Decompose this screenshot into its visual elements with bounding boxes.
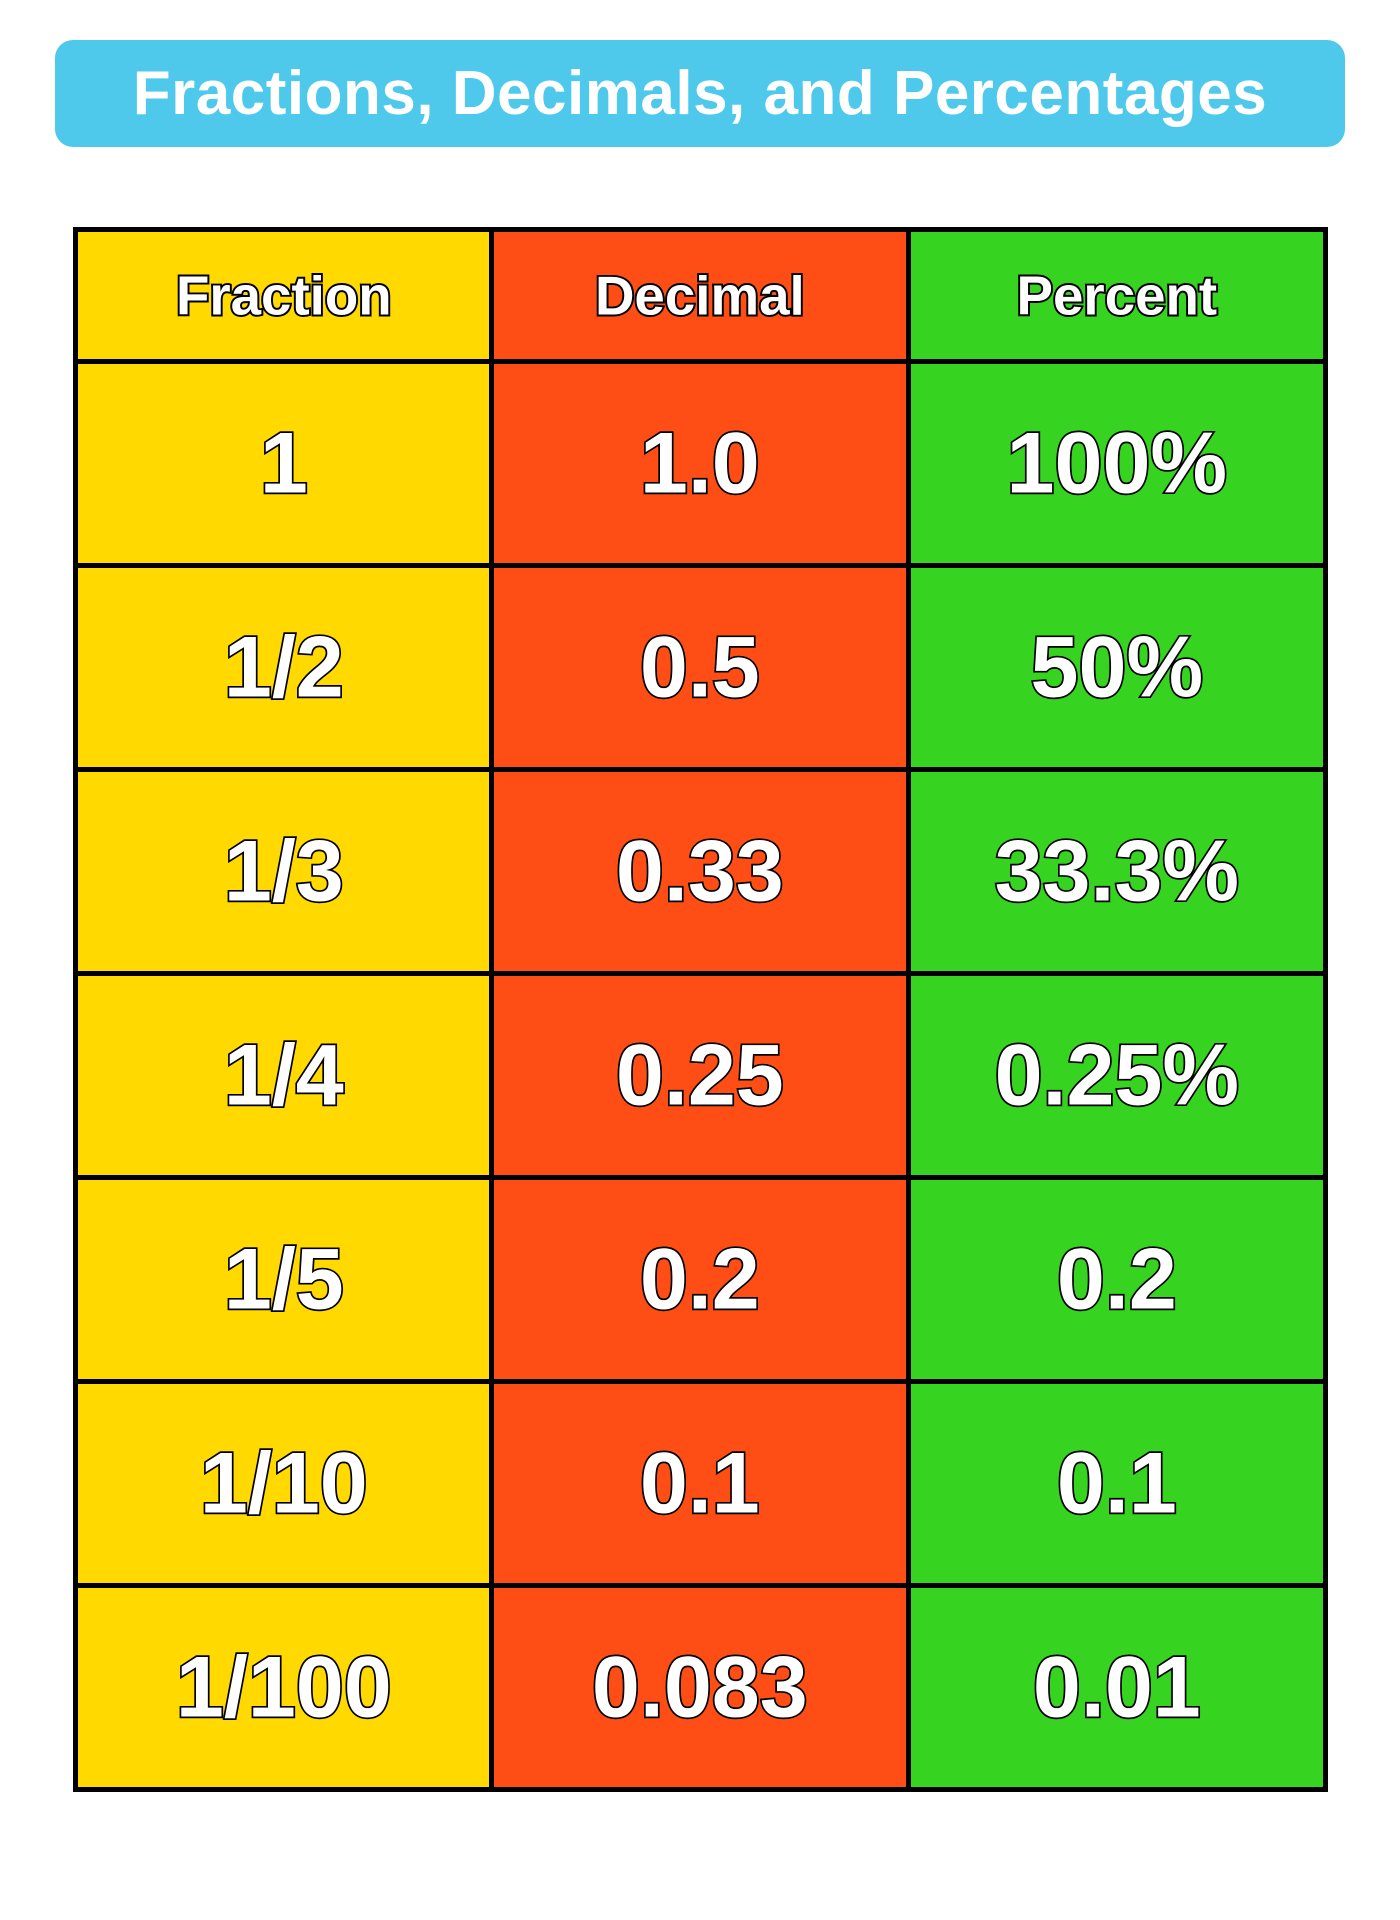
cell-decimal: 0.2 [492,1178,909,1382]
cell-percent: 0.2 [908,1178,1325,1382]
conversion-table-wrap: Fraction Decimal Percent 1 1.0 100% 1/2 0.5 5… [73,227,1328,1792]
cell-fraction-text: 1/5 [223,1232,343,1328]
header-decimal-text: Decimal [595,265,805,327]
header-percent: Percent [908,230,1325,362]
cell-decimal: 0.083 [492,1586,909,1790]
cell-decimal: 0.33 [492,770,909,974]
cell-percent-text: 0.2 [1057,1232,1177,1328]
cell-decimal: 0.1 [492,1382,909,1586]
cell-decimal-text: 0.1 [640,1436,760,1532]
table-row: 1/10 0.1 0.1 [75,1382,1325,1586]
cell-fraction: 1/5 [75,1178,492,1382]
header-percent-text: Percent [1016,265,1217,327]
cell-decimal-text: 0.083 [592,1640,808,1736]
cell-percent: 100% [908,362,1325,566]
cell-percent-text: 100% [1006,416,1227,512]
page-title-bar: Fractions, Decimals, and Percentages [55,40,1345,147]
cell-fraction-text: 1 [259,416,307,512]
cell-decimal-text: 1.0 [640,416,760,512]
cell-percent-text: 0.25% [994,1028,1239,1124]
cell-fraction-text: 1/100 [175,1640,391,1736]
cell-percent-text: 0.01 [1033,1640,1201,1736]
cell-decimal: 0.5 [492,566,909,770]
table-header-row: Fraction Decimal Percent [75,230,1325,362]
cell-fraction-text: 1/2 [223,620,343,716]
cell-percent-text: 0.1 [1057,1436,1177,1532]
cell-percent: 50% [908,566,1325,770]
cell-percent: 0.01 [908,1586,1325,1790]
table-row: 1/2 0.5 50% [75,566,1325,770]
cell-decimal-text: 0.2 [640,1232,760,1328]
page-title: Fractions, Decimals, and Percentages [133,59,1267,128]
cell-percent: 0.25% [908,974,1325,1178]
table-row: 1 1.0 100% [75,362,1325,566]
cell-fraction: 1/4 [75,974,492,1178]
conversion-table: Fraction Decimal Percent 1 1.0 100% 1/2 0.5 5… [73,227,1328,1792]
cell-fraction-text: 1/10 [199,1436,367,1532]
table-row: 1/4 0.25 0.25% [75,974,1325,1178]
cell-fraction-text: 1/3 [223,824,343,920]
cell-fraction: 1 [75,362,492,566]
table-row: 1/100 0.083 0.01 [75,1586,1325,1790]
cell-decimal: 1.0 [492,362,909,566]
cell-percent: 33.3% [908,770,1325,974]
cell-decimal-text: 0.5 [640,620,760,716]
header-decimal: Decimal [492,230,909,362]
cell-decimal-text: 0.33 [616,824,784,920]
cell-percent: 0.1 [908,1382,1325,1586]
header-fraction-text: Fraction [175,265,391,327]
cell-fraction: 1/2 [75,566,492,770]
table-row: 1/3 0.33 33.3% [75,770,1325,974]
cell-fraction: 1/100 [75,1586,492,1790]
header-fraction: Fraction [75,230,492,362]
cell-decimal: 0.25 [492,974,909,1178]
table-body: 1 1.0 100% 1/2 0.5 50% 1/3 0.33 33.3% 1/4 0.25 0.25… [75,362,1325,1790]
cell-fraction-text: 1/4 [223,1028,343,1124]
cell-decimal-text: 0.25 [616,1028,784,1124]
cell-fraction: 1/3 [75,770,492,974]
cell-fraction: 1/10 [75,1382,492,1586]
cell-percent-text: 50% [1030,620,1203,716]
cell-percent-text: 33.3% [994,824,1239,920]
table-row: 1/5 0.2 0.2 [75,1178,1325,1382]
